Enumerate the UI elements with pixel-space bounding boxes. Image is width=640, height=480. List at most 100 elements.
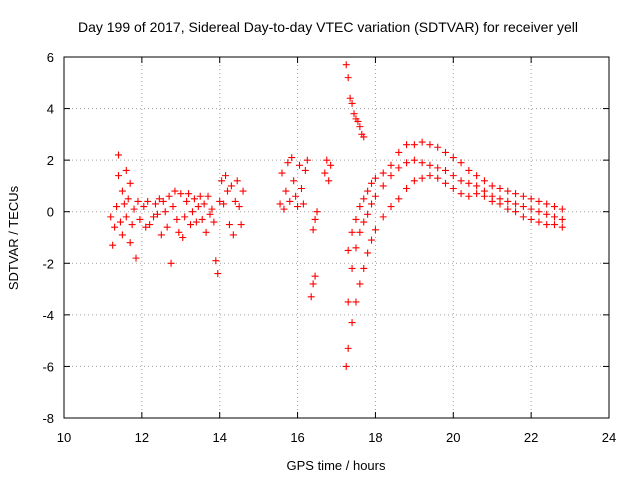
data-point <box>512 190 520 198</box>
data-point <box>327 161 335 169</box>
data-point <box>403 159 411 167</box>
data-point <box>488 197 496 205</box>
data-point <box>218 177 226 185</box>
data-point <box>225 221 233 229</box>
data-point <box>504 197 512 205</box>
x-axis-label: GPS time / hours <box>287 458 386 473</box>
data-point <box>210 218 218 226</box>
plot-frame <box>63 56 610 419</box>
data-point <box>206 210 214 218</box>
data-point <box>155 195 163 203</box>
data-point <box>115 151 122 159</box>
data-point <box>558 205 566 213</box>
x-tick-labels: 10 12 14 16 18 20 22 24 <box>57 430 616 445</box>
data-point <box>350 110 358 118</box>
series-middle-arc <box>344 156 566 306</box>
data-point <box>282 187 290 195</box>
data-point <box>395 164 403 172</box>
data-point <box>120 200 128 208</box>
data-point <box>368 200 376 208</box>
data-point <box>169 203 177 211</box>
data-point <box>356 203 364 211</box>
data-point <box>426 172 434 180</box>
series-spike-17.3h <box>342 61 368 141</box>
data-point <box>371 226 379 234</box>
data-point <box>418 138 426 146</box>
data-point <box>551 221 558 229</box>
data-point <box>344 74 352 82</box>
data-point <box>309 226 317 234</box>
data-point <box>188 208 196 216</box>
y-axis-label: SDTVAR / TECUs <box>6 185 21 290</box>
data-point <box>294 203 302 211</box>
data-point <box>368 236 376 244</box>
data-point <box>296 161 304 169</box>
data-point <box>231 197 239 205</box>
data-point <box>360 218 368 226</box>
x-tick-label: 18 <box>368 430 382 445</box>
data-point <box>115 172 122 180</box>
data-point <box>200 200 208 208</box>
x-tick-label: 12 <box>135 430 149 445</box>
data-point <box>473 182 481 190</box>
data-point <box>395 148 403 156</box>
data-point <box>173 215 181 223</box>
data-point <box>177 190 185 198</box>
data-point <box>290 177 298 185</box>
data-point <box>122 166 130 174</box>
data-point <box>134 197 142 205</box>
data-point <box>288 154 296 162</box>
data-point <box>442 148 449 156</box>
data-point <box>165 192 173 200</box>
data-point <box>284 159 292 167</box>
data-point <box>480 192 488 200</box>
data-point <box>113 203 121 211</box>
x-tick-label: 22 <box>524 430 538 445</box>
data-point <box>434 174 442 182</box>
data-point <box>519 203 527 211</box>
data-point <box>465 192 473 200</box>
data-point <box>473 172 481 180</box>
data-point <box>360 133 368 141</box>
data-point <box>543 210 551 218</box>
data-point <box>535 208 543 216</box>
data-point <box>348 228 356 236</box>
data-point <box>348 264 356 272</box>
data-point <box>348 99 356 107</box>
data-point <box>364 187 372 195</box>
data-point <box>161 208 169 216</box>
data-point <box>527 195 535 203</box>
data-point <box>410 156 418 164</box>
data-point <box>426 161 434 169</box>
data-point <box>299 200 307 208</box>
data-point <box>434 143 442 151</box>
data-point <box>297 185 305 193</box>
data-point <box>418 159 426 167</box>
data-point <box>342 61 350 69</box>
data-point <box>449 172 457 180</box>
data-point <box>204 192 212 200</box>
data-point <box>126 239 134 247</box>
data-point <box>519 192 527 200</box>
data-point <box>364 210 372 218</box>
data-point <box>364 249 372 257</box>
data-point <box>146 221 154 229</box>
data-point <box>183 197 191 205</box>
data-point <box>190 195 198 203</box>
data-point <box>159 197 167 205</box>
y-tick-label: -4 <box>42 308 54 323</box>
data-point <box>434 164 442 172</box>
data-point <box>352 215 360 223</box>
data-point <box>212 257 220 265</box>
data-point <box>504 205 512 213</box>
data-point <box>126 179 134 187</box>
data-point <box>122 213 130 221</box>
data-point <box>325 177 333 185</box>
series-upper-arc <box>344 138 566 254</box>
data-point <box>360 264 368 272</box>
data-point <box>473 190 481 198</box>
axis-ticks <box>63 56 610 419</box>
data-point <box>307 293 315 301</box>
data-point <box>356 123 364 131</box>
